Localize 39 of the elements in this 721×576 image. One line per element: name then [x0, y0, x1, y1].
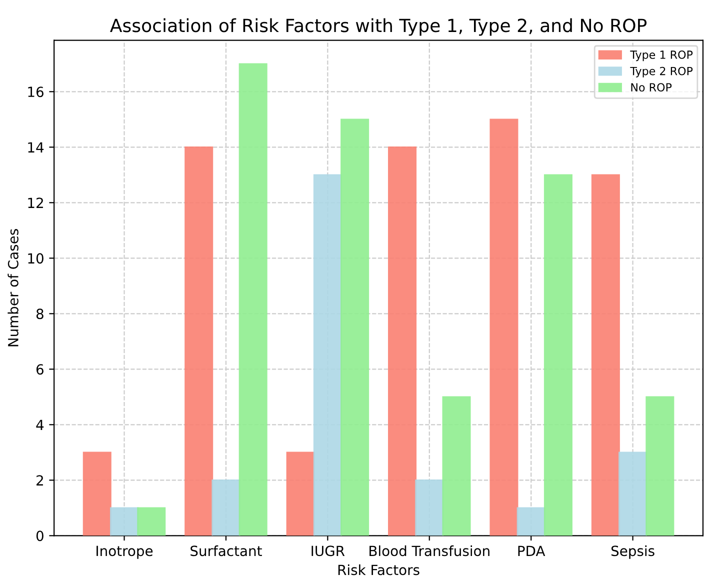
legend-label: No ROP [631, 83, 672, 92]
bar [442, 396, 471, 536]
x-tick-label: Blood Transfusion [370, 545, 490, 556]
x-tick-label: Inotrope [96, 546, 153, 559]
y-tick-label: 12 [28, 198, 43, 208]
legend-label: Type 1 ROP [630, 50, 693, 62]
legend-label: Type 2 ROP [630, 66, 693, 78]
bar [415, 479, 444, 536]
bar [212, 479, 240, 536]
y-axis-title: Number of Cases [8, 229, 18, 346]
bar [646, 396, 674, 536]
chart-title: Association of Risk Factors with Type 1, Type 2, and No ROP [110, 18, 647, 36]
bar [388, 146, 417, 536]
bar [238, 63, 268, 536]
y-tick-label: 8 [36, 308, 44, 320]
x-tick-label: IUGR [312, 546, 345, 556]
y-tick-label: 4 [36, 420, 44, 430]
bar [591, 174, 620, 536]
y-tick-label: 16 [28, 86, 44, 98]
bar [490, 118, 518, 536]
bar [110, 507, 139, 536]
y-tick-label: 14 [28, 142, 44, 152]
bar [137, 507, 166, 536]
bar [516, 507, 546, 536]
x-axis-title: Risk Factors [338, 564, 420, 576]
x-tick-label: Sepsis [611, 545, 654, 559]
y-tick-label: 10 [28, 253, 44, 264]
bar [313, 174, 342, 536]
x-tick-label: PDA [518, 546, 546, 556]
bar [286, 452, 315, 536]
bar [544, 174, 572, 536]
bar [618, 452, 648, 536]
bar [340, 118, 370, 536]
x-tick-label: Surfactant [190, 545, 262, 556]
y-tick-label: 0 [36, 530, 44, 542]
y-tick-label: 6 [36, 364, 44, 375]
y-tick-label: 2 [36, 475, 43, 486]
bar [82, 452, 112, 536]
bar [184, 146, 214, 536]
